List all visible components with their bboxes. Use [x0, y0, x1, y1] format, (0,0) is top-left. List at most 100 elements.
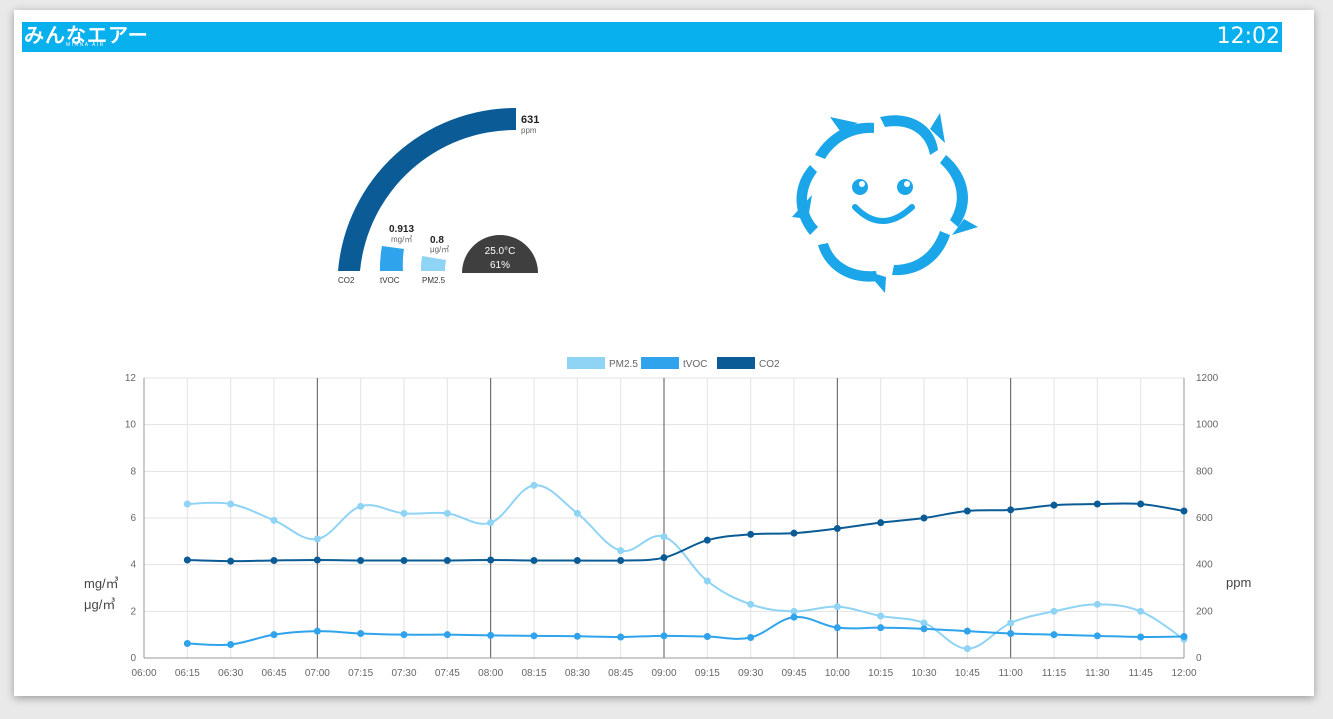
data-point-tvoc	[660, 632, 668, 640]
x-tick-label: 11:15	[1042, 668, 1067, 679]
data-point-tvoc	[920, 625, 928, 633]
data-point-pm25	[313, 535, 321, 543]
legend-label-co2[interactable]: CO2	[759, 359, 780, 370]
data-point-pm25	[747, 600, 755, 608]
pm25-unit: μg/㎥	[430, 245, 449, 254]
pm25-label: PM2.5	[422, 276, 446, 285]
data-point-co2	[227, 557, 235, 565]
data-point-pm25	[920, 619, 928, 627]
x-tick-label: 08:45	[608, 668, 633, 679]
data-point-tvoc	[833, 624, 841, 632]
y-tick-left: 10	[125, 420, 137, 431]
data-point-co2	[1137, 500, 1145, 508]
y-tick-left: 8	[130, 466, 136, 477]
y-tick-right: 600	[1196, 513, 1213, 524]
co2-value: 631	[521, 114, 539, 126]
x-tick-label: 06:15	[175, 668, 200, 679]
data-point-tvoc	[877, 624, 885, 632]
temperature-value: 25.0°C	[485, 246, 516, 257]
data-point-tvoc	[487, 631, 495, 639]
x-tick-label: 07:45	[435, 668, 460, 679]
x-tick-label: 09:00	[651, 668, 676, 679]
y-tick-left: 0	[130, 653, 136, 664]
data-point-tvoc	[183, 640, 191, 648]
legend-swatch-pm25[interactable]	[567, 357, 605, 369]
x-tick-label: 07:30	[391, 668, 416, 679]
x-tick-label: 10:00	[825, 668, 850, 679]
y-axis-label-left-2: μg/㎥	[84, 597, 115, 612]
data-point-co2	[1050, 501, 1058, 509]
y-tick-right: 1000	[1196, 420, 1219, 431]
data-point-co2	[183, 556, 191, 564]
data-point-tvoc	[573, 632, 581, 640]
x-tick-label: 10:45	[955, 668, 980, 679]
tvoc-unit: mg/㎥	[391, 235, 412, 244]
x-tick-label: 11:00	[999, 668, 1024, 679]
legend-swatch-co2[interactable]	[717, 357, 755, 369]
header-bar: みんなエアー MINNA AIR 12:02	[22, 22, 1282, 52]
y-tick-left: 4	[130, 560, 136, 571]
data-point-tvoc	[1093, 632, 1101, 640]
data-point-co2	[617, 556, 625, 564]
y-tick-right: 200	[1196, 606, 1213, 617]
x-tick-label: 10:15	[868, 668, 893, 679]
data-point-pm25	[573, 509, 581, 517]
x-tick-label: 12:00	[1171, 668, 1196, 679]
chart-points	[183, 481, 1188, 653]
data-point-pm25	[183, 500, 191, 508]
data-point-pm25	[530, 481, 538, 489]
chart-grid: 0 2 4 6 8 10 12 0 200 400 600 800 1000 1200 06:00 06:15…	[125, 373, 1219, 679]
data-point-pm25	[270, 516, 278, 524]
pm25-value: 0.8	[430, 235, 444, 246]
data-point-co2	[920, 514, 928, 522]
x-tick-label: 06:00	[131, 668, 156, 679]
x-tick-label: 06:30	[218, 668, 243, 679]
x-tick-label: 07:15	[348, 668, 373, 679]
y-tick-left: 2	[130, 606, 136, 617]
data-point-pm25	[963, 645, 971, 653]
data-point-tvoc	[963, 627, 971, 635]
chart-legend[interactable]: PM2.5 tVOC CO2	[567, 357, 780, 370]
humidity-value: 61%	[490, 260, 510, 271]
data-point-pm25	[400, 509, 408, 517]
data-point-co2	[1007, 506, 1015, 514]
data-point-pm25	[833, 603, 841, 611]
data-point-pm25	[357, 502, 365, 510]
y-tick-left: 12	[125, 373, 137, 384]
data-point-co2	[877, 519, 885, 527]
data-point-tvoc	[227, 640, 235, 648]
legend-label-tvoc[interactable]: tVOC	[683, 359, 707, 370]
y-tick-left: 6	[130, 513, 136, 524]
data-point-pm25	[617, 547, 625, 555]
data-point-co2	[573, 556, 581, 564]
series-line-co2	[187, 502, 1185, 563]
legend-label-pm25[interactable]: PM2.5	[609, 359, 638, 370]
y-axis-label-right: ppm	[1226, 575, 1251, 590]
smiling-cloud-icon	[792, 113, 978, 293]
data-point-co2	[963, 507, 971, 515]
y-tick-right: 1200	[1196, 373, 1219, 384]
tvoc-value: 0.913	[389, 224, 414, 235]
data-point-tvoc	[1137, 633, 1145, 641]
co2-label: CO2	[338, 276, 355, 285]
y-axis-label-left-1: mg/㎥	[84, 576, 119, 591]
pm25-gauge-arc	[420, 256, 446, 271]
air-quality-chart: 0 2 4 6 8 10 12 0 200 400 600 800 1000 1200 06:00 06:15…	[84, 357, 1251, 679]
x-tick-label: 08:15	[521, 668, 546, 679]
data-point-co2	[487, 556, 495, 564]
data-point-tvoc	[270, 631, 278, 639]
app-logo: みんなエアー	[24, 23, 149, 47]
data-point-pm25	[1137, 607, 1145, 615]
data-point-tvoc	[357, 630, 365, 637]
legend-swatch-tvoc[interactable]	[641, 357, 679, 369]
data-point-co2	[400, 556, 408, 564]
data-point-co2	[530, 556, 538, 564]
y-tick-right: 0	[1196, 653, 1202, 664]
data-point-co2	[1180, 507, 1188, 515]
tvoc-label: tVOC	[380, 276, 400, 285]
x-tick-label: 09:30	[738, 668, 763, 679]
data-point-tvoc	[790, 613, 798, 621]
series-line-pm25	[187, 484, 1185, 650]
x-tick-label: 10:30	[911, 668, 936, 679]
data-point-tvoc	[1050, 631, 1058, 639]
